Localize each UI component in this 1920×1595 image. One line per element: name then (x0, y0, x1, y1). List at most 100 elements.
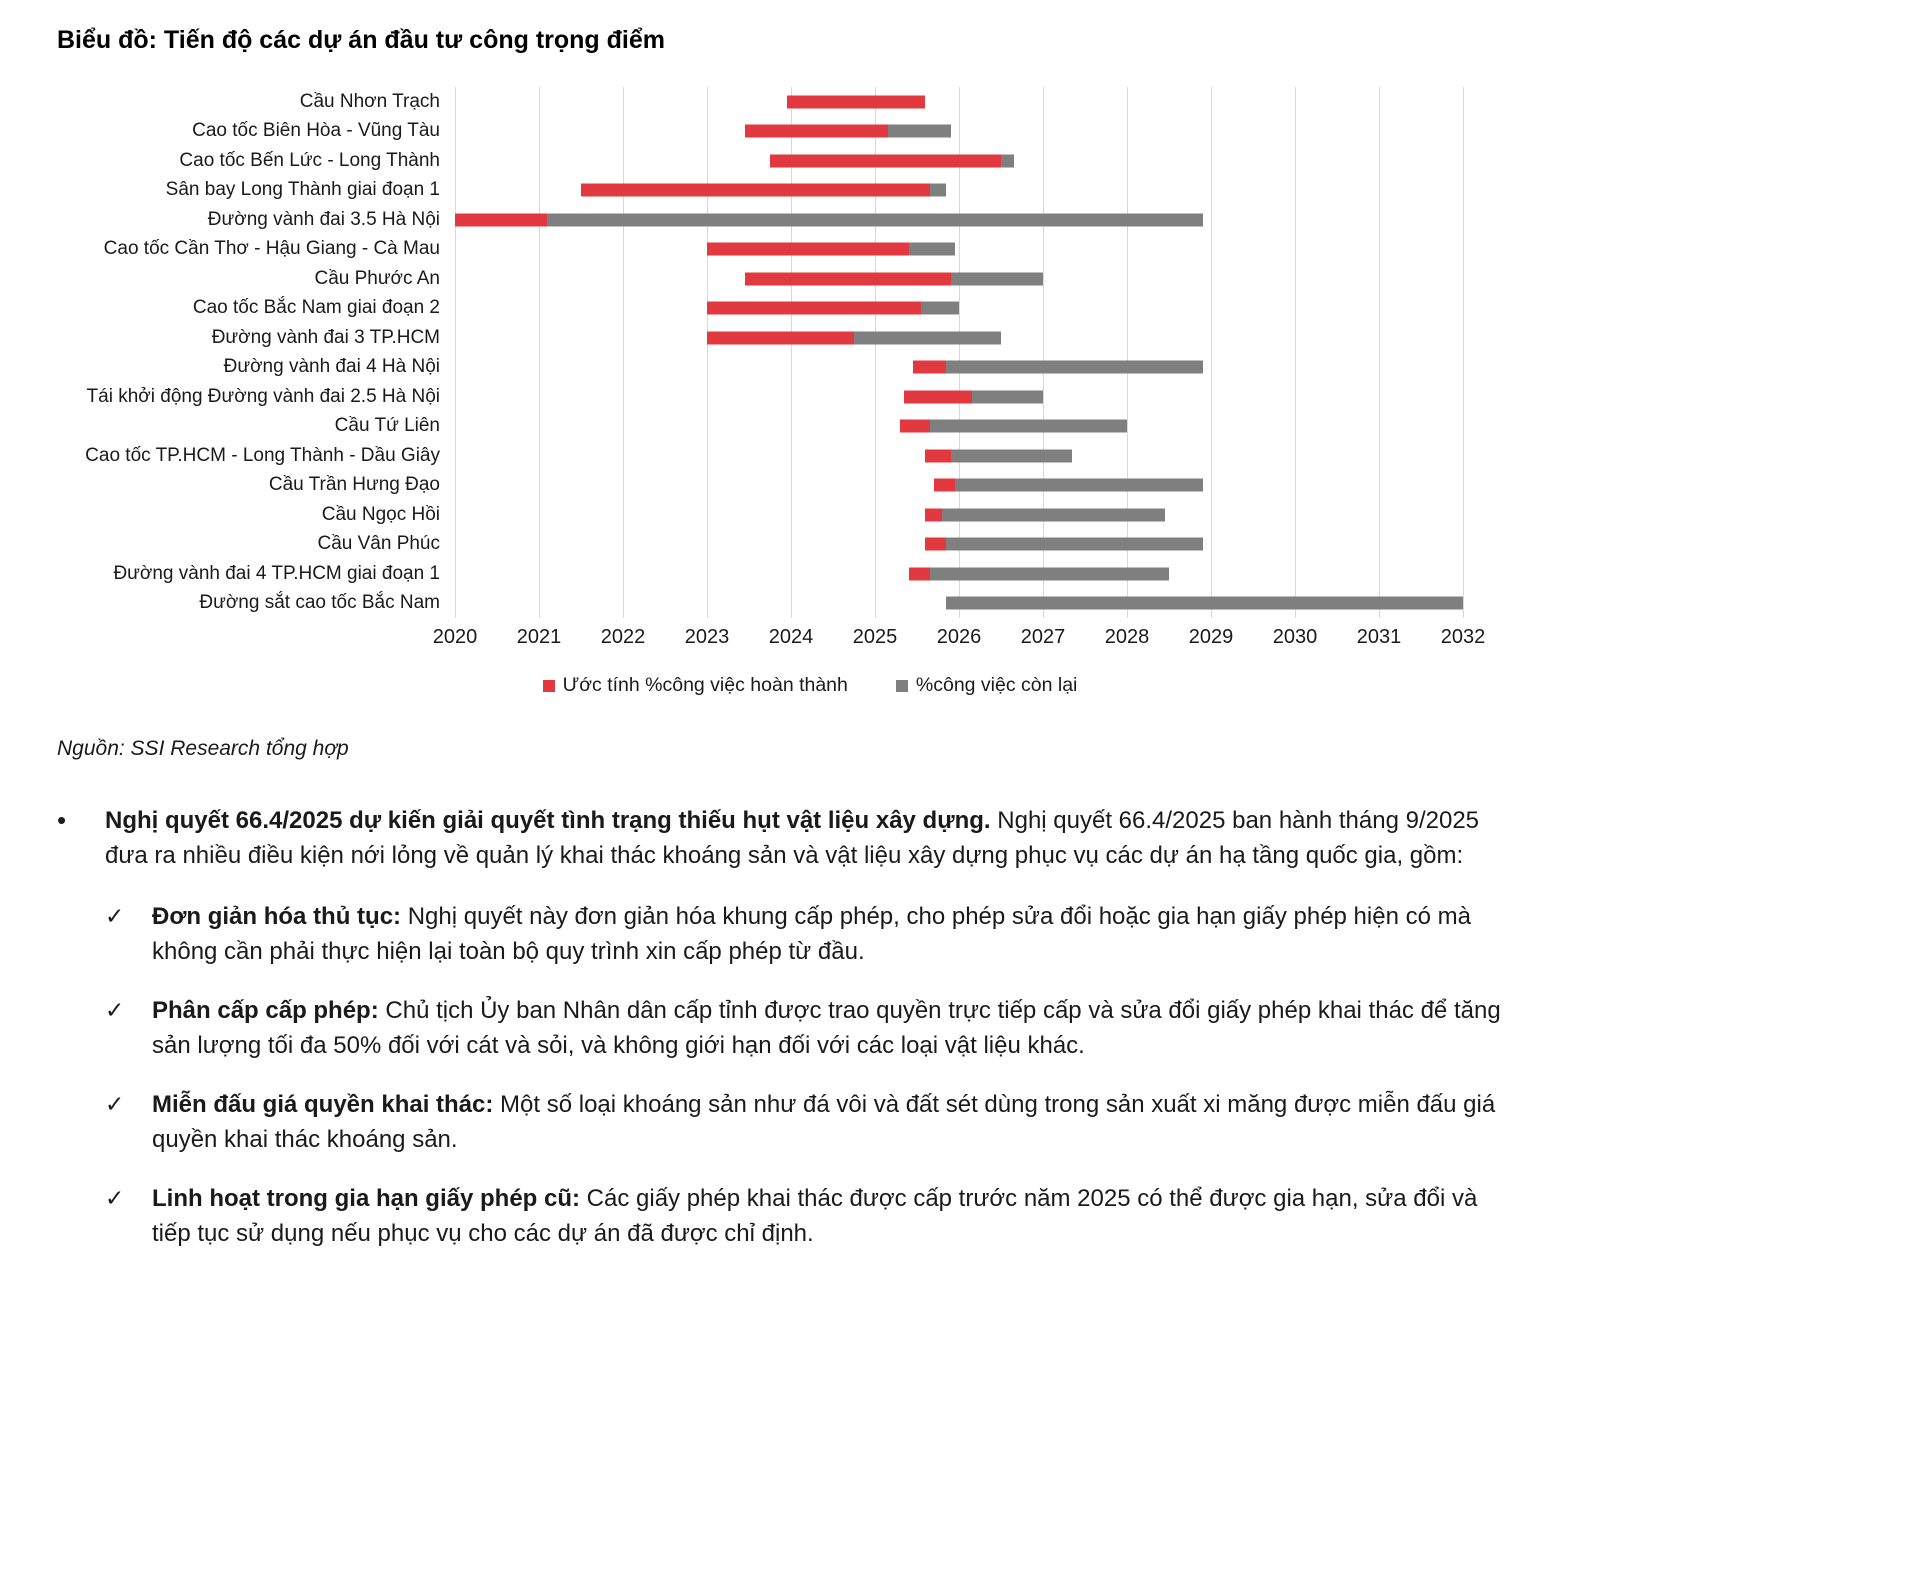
main-bullet-item: • Nghị quyết 66.4/2025 dự kiến giải quyế… (57, 803, 1519, 873)
legend-label: %công việc còn lại (915, 674, 1078, 696)
check-icon: ✓ (105, 1185, 125, 1211)
x-axis-tick-label: 2026 (936, 626, 982, 648)
gantt-row (455, 412, 1463, 442)
bar-completed-segment (581, 183, 930, 197)
bar-completed-segment (707, 242, 909, 256)
gridline (875, 87, 876, 618)
checklist-rest: Nghị quyết này đơn giản hóa khung cấp ph… (152, 903, 1471, 965)
main-bullet-rest: Nghị quyết 66.4/2025 ban hành tháng 9/20… (105, 807, 1480, 869)
project-label: Cầu Nhơn Trạch (299, 90, 440, 112)
project-label: Cao tốc Bến Lức - Long Thành (179, 149, 440, 171)
project-label: Cầu Trần Hưng Đạo (268, 474, 440, 496)
main-bullet-bold: Nghị quyết 66.4/2025 dự kiến giải quyết … (105, 807, 991, 834)
check-icon: ✓ (105, 903, 125, 929)
gantt-row (455, 323, 1463, 353)
project-label: Đường vành đai 3 TP.HCM (211, 326, 440, 348)
bar-remaining-segment (887, 124, 951, 138)
gantt-row (455, 146, 1463, 176)
gantt-row (455, 471, 1463, 501)
gantt-row (455, 559, 1463, 589)
checklist-rest: Một số loại khoáng sản như đá vôi và đất… (152, 1091, 1496, 1153)
project-label: Tái khởi động Đường vành đai 2.5 Hà Nội (86, 385, 440, 407)
x-axis-tick-label: 2024 (768, 626, 814, 648)
project-label: Sân bay Long Thành giai đoạn 1 (165, 179, 440, 201)
gantt-row (455, 117, 1463, 147)
bar-completed-segment (925, 449, 951, 463)
gridline (707, 87, 708, 618)
gridline (539, 87, 540, 618)
x-axis-tick-label: 2029 (1188, 626, 1234, 648)
bar-remaining-segment (929, 567, 1169, 581)
project-label: Đường vành đai 4 Hà Nội (223, 356, 440, 378)
bar-remaining-segment (921, 301, 959, 315)
bar-remaining-segment (946, 537, 1203, 551)
gantt-row (455, 441, 1463, 471)
x-axis-tick-label: 2021 (516, 626, 562, 648)
project-label: Đường sắt cao tốc Bắc Nam (199, 592, 440, 614)
bar-remaining-segment (1001, 154, 1014, 168)
gantt-row (455, 87, 1463, 117)
bar-completed-segment (455, 213, 548, 227)
project-label: Cầu Tứ Liên (334, 415, 440, 437)
checklist-rest: Các giấy phép khai thác được cấp trước n… (152, 1185, 1478, 1247)
bar-completed-segment (744, 124, 888, 138)
bar-remaining-segment (971, 390, 1043, 404)
checklist-bold: Miễn đấu giá quyền khai thác: (152, 1091, 494, 1118)
legend-swatch (895, 679, 908, 692)
gridline (455, 87, 456, 618)
bar-completed-segment (744, 272, 951, 286)
bar-remaining-segment (954, 478, 1203, 492)
gantt-row (455, 176, 1463, 206)
gantt-row (455, 264, 1463, 294)
gantt-row (455, 353, 1463, 383)
bar-remaining-segment (950, 272, 1043, 286)
project-labels-column: Cầu Nhơn Trạch Cao tốc Biên Hòa - Vũng Tà… (57, 87, 455, 654)
bar-completed-segment (933, 478, 955, 492)
gantt-row (455, 235, 1463, 265)
gridline (1043, 87, 1044, 618)
bar-remaining-segment (929, 183, 947, 197)
main-bullet-text: Nghị quyết 66.4/2025 dự kiến giải quyết … (105, 803, 1519, 873)
source-note: Nguồn: SSI Research tổng hợp (57, 737, 349, 760)
bar-remaining-segment (946, 360, 1203, 374)
checklist-item: ✓ Miễn đấu giá quyền khai thác: Một số lo… (105, 1087, 1519, 1157)
bar-remaining-segment (942, 508, 1165, 522)
bar-remaining-segment (908, 242, 955, 256)
legend-item: %công việc còn lại (895, 674, 1078, 697)
checklist-item: ✓ Phân cấp cấp phép: Chủ tịch Ủy ban Nhân… (105, 993, 1519, 1063)
gridline (1379, 87, 1380, 618)
checklist: ✓ Đơn giản hóa thủ tục: Nghị quyết này đơ… (57, 899, 1519, 1251)
gridline (1295, 87, 1296, 618)
bar-completed-segment (900, 419, 930, 433)
checklist-text: Linh hoạt trong gia hạn giấy phép cũ: Cá… (152, 1181, 1519, 1251)
commentary-section: • Nghị quyết 66.4/2025 dự kiến giải quyế… (57, 803, 1519, 1251)
bar-remaining-segment (950, 449, 1073, 463)
x-axis-tick-label: 2031 (1356, 626, 1402, 648)
x-axis-tick-label: 2020 (432, 626, 478, 648)
report-page: Biểu đồ: Tiến độ các dự án đầu tư công t… (57, 26, 1519, 1251)
bar-remaining-segment (929, 419, 1127, 433)
chart-legend: Ước tính %công việc hoàn thành %công việc… (57, 674, 1463, 697)
bar-remaining-segment (854, 331, 1001, 345)
bar-completed-segment (707, 301, 922, 315)
gridline (1463, 87, 1464, 618)
project-label: Cầu Vân Phúc (317, 533, 440, 555)
plot-column: 2020 2021 2022 2023 2024 2025 2026 2027 2028 2029… (433, 87, 1486, 654)
gridline (1211, 87, 1212, 618)
project-label: Đường vành đai 4 TP.HCM giai đoạn 1 (113, 562, 440, 584)
gantt-row (455, 382, 1463, 412)
gridline (959, 87, 960, 618)
x-axis-tick-label: 2032 (1440, 626, 1486, 648)
gantt-row (455, 530, 1463, 560)
gantt-row (455, 589, 1463, 619)
check-icon: ✓ (105, 997, 125, 1023)
chart-title: Biểu đồ: Tiến độ các dự án đầu tư công t… (57, 26, 665, 54)
project-label: Cao tốc Bắc Nam giai đoạn 2 (192, 297, 440, 319)
bar-completed-segment (925, 537, 947, 551)
bar-completed-segment (912, 360, 947, 374)
checklist-text: Miễn đấu giá quyền khai thác: Một số loạ… (152, 1087, 1519, 1157)
x-axis: 2020 2021 2022 2023 2024 2025 2026 2027 2028 2029… (433, 626, 1486, 654)
project-label: Cao tốc Cần Thơ - Hậu Giang - Cà Mau (103, 238, 440, 260)
bar-completed-segment (904, 390, 972, 404)
x-axis-tick-label: 2028 (1104, 626, 1150, 648)
